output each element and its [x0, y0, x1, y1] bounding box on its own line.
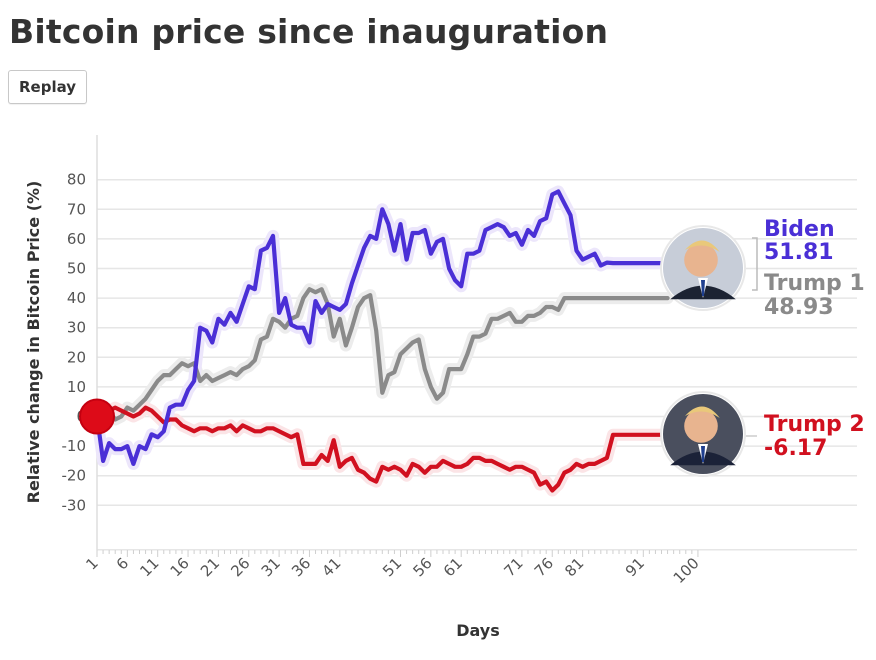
x-axis-title: Days [456, 621, 500, 640]
y-axis-title: Relative change in Bitcoin Price (%) [24, 181, 43, 504]
portrait-hair [685, 240, 720, 252]
x-axis-ticks: 1 6 11 16 21 26 31 36 41 51 56 61 71 76 81 91 100 [82, 550, 703, 587]
series-line-trump-1 [94, 287, 670, 422]
x-tick-label: 16 [167, 554, 193, 580]
portrait-tie [701, 446, 705, 462]
series-line-trump-2 [94, 405, 670, 493]
x-tick-label: 71 [500, 554, 526, 580]
x-tick-label: 61 [440, 554, 466, 580]
x-tick-label: 6 [113, 554, 132, 573]
x-tick-label: 100 [670, 554, 703, 587]
replay-button[interactable]: Replay [8, 70, 88, 104]
trump-portrait-icon [660, 225, 746, 311]
y-tick-label: 60 [67, 230, 86, 248]
y-tick-label: 20 [67, 348, 86, 366]
series-line-biden [94, 189, 670, 466]
x-tick-label: 21 [197, 554, 223, 580]
series-value-trump-2: -6.17 [764, 436, 827, 461]
x-tick-label: 41 [318, 554, 344, 580]
y-tick-label: 80 [67, 171, 86, 189]
x-tick-label: 81 [561, 554, 587, 580]
y-tick-label: 10 [67, 378, 86, 396]
grid-lines [97, 178, 857, 551]
trump-portrait-2-icon [660, 391, 746, 477]
series-lines [91, 185, 674, 497]
series-value-trump-1: 48.93 [764, 295, 834, 320]
page-title: Bitcoin price since inauguration [9, 12, 609, 51]
y-tick-label: -10 [62, 437, 87, 455]
y-tick-label: 50 [67, 260, 86, 278]
portrait-face [684, 409, 718, 443]
series-label-trump-2: Trump 2 [764, 412, 865, 437]
x-tick-label: 91 [622, 554, 648, 580]
x-tick-label: 31 [258, 554, 284, 580]
y-tick-label: 70 [67, 200, 86, 218]
portrait-tie [701, 280, 705, 296]
x-tick-label: 1 [82, 554, 101, 573]
x-tick-label: 11 [136, 554, 162, 580]
y-tick-label: -30 [62, 496, 87, 514]
y-tick-label: 40 [67, 289, 86, 307]
x-tick-label: 36 [288, 554, 314, 580]
x-tick-label: 56 [409, 554, 435, 580]
portrait-hair [685, 406, 720, 418]
x-tick-label: 51 [379, 554, 405, 580]
series-value-biden: 51.81 [764, 240, 834, 265]
x-tick-label: 76 [531, 554, 557, 580]
series-label-biden: Biden [764, 217, 835, 242]
x-tick-label: 26 [227, 554, 253, 580]
y-axis-ticks: 80706050403020100-10-20-30 [62, 171, 87, 515]
portrait-face [684, 243, 718, 277]
start-point-marker [79, 398, 115, 435]
y-tick-label: 30 [67, 319, 86, 337]
y-tick-label: -20 [62, 467, 87, 485]
series-halo [91, 401, 674, 497]
label-bracket [752, 237, 758, 291]
series-label-trump-1: Trump 1 [764, 271, 865, 296]
